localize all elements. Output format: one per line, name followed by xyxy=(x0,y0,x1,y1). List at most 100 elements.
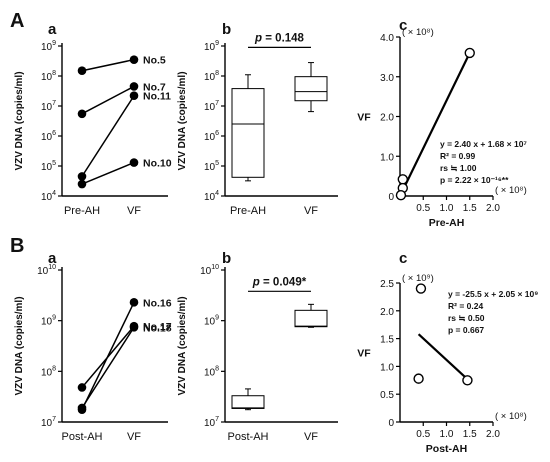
y-tick-label: 108 xyxy=(41,365,56,378)
regression-stat: R² = 0.99 xyxy=(440,151,475,161)
y-tick-label: 105 xyxy=(204,160,219,173)
y-axis-label: VZV DNA (copies/ml) xyxy=(14,71,25,170)
x-tick-label: VF xyxy=(304,205,318,217)
series-label: No.10 xyxy=(143,158,172,170)
y-tick-label: 109 xyxy=(41,315,56,328)
series-line xyxy=(81,325,135,388)
data-point xyxy=(395,190,407,201)
y-tick-label: 108 xyxy=(204,365,219,378)
y-scale-note: ( × 10⁹) xyxy=(402,273,434,284)
y-tick-label: 109 xyxy=(204,315,219,328)
box xyxy=(231,395,265,409)
x-axis-label: Pre-AH xyxy=(429,217,465,229)
y-tick-label: 1.0 xyxy=(380,362,394,373)
x-tick-label: 0.5 xyxy=(416,203,430,214)
regression-stat: rs ≒ 0.50 xyxy=(448,313,485,323)
x-tick-label: 2.0 xyxy=(486,429,500,440)
series-label: No.5 xyxy=(143,55,166,67)
data-point xyxy=(77,66,87,76)
panel-label: a xyxy=(48,21,57,38)
y-tick-label: 0 xyxy=(388,418,394,429)
fit-line xyxy=(417,333,469,380)
p-value-annotation: p = 0.049* xyxy=(252,276,307,288)
regression-stat: p = 2.22 × 10⁻¹⁶** xyxy=(440,175,509,185)
y-tick-label: 107 xyxy=(204,416,219,429)
y-axis-label: VF xyxy=(357,112,371,124)
y-tick-label: 107 xyxy=(204,100,219,113)
x-axis-label: Post-AH xyxy=(426,443,467,455)
data-point xyxy=(129,158,139,167)
x-tick-label: 1.5 xyxy=(463,429,477,440)
series-line xyxy=(81,95,135,177)
x-tick-label: VF xyxy=(304,431,318,443)
y-tick-label: 4.0 xyxy=(380,33,394,44)
y-tick-label: 3.0 xyxy=(380,73,394,84)
panel-label: c xyxy=(399,17,407,34)
regression-stat: p = 0.667 xyxy=(448,325,484,335)
series-line xyxy=(81,85,135,115)
panel-label: b xyxy=(222,21,231,38)
x-tick-label: Pre-AH xyxy=(64,205,100,217)
y-tick-label: 109 xyxy=(41,40,56,53)
y-axis-label: VF xyxy=(357,348,371,360)
y-tick-label: 108 xyxy=(204,70,219,83)
panel-label: c xyxy=(399,250,407,267)
series-label: No.16 xyxy=(143,297,172,309)
y-tick-label: 109 xyxy=(204,40,219,53)
chart-B-c: c 0 0.5 1.0 1.5 2.0 2.5 0.5 1.0 1.5 2.0 VF Post-AH ( … xyxy=(357,250,538,455)
series-line xyxy=(81,58,135,72)
data-point xyxy=(129,322,139,332)
data-point xyxy=(129,55,139,64)
data-point xyxy=(415,283,427,294)
y-axis-label: VZV DNA (copies/ml) xyxy=(177,296,188,395)
data-point xyxy=(77,383,87,392)
y-tick-label: 105 xyxy=(41,160,56,173)
y-tick-label: 2.5 xyxy=(380,279,394,290)
data-point xyxy=(77,109,87,119)
data-point xyxy=(129,91,139,101)
data-point xyxy=(129,298,139,307)
data-point xyxy=(413,373,424,384)
fit-line xyxy=(399,52,471,197)
x-tick-label: 1.0 xyxy=(440,429,454,440)
y-tick-label: 1.5 xyxy=(380,335,394,346)
y-tick-label: 1010 xyxy=(37,264,56,277)
y-scale-note: ( × 10⁸) xyxy=(402,27,434,38)
y-tick-label: 107 xyxy=(41,100,56,113)
regression-stat: y = 2.40 x + 1.68 × 10⁷ xyxy=(440,139,527,149)
box xyxy=(231,88,265,178)
y-tick-label: 1.0 xyxy=(380,152,394,163)
data-point xyxy=(464,47,475,59)
y-tick-label: 1010 xyxy=(200,264,219,277)
y-tick-label: 0 xyxy=(388,192,394,203)
data-point xyxy=(77,403,87,413)
y-tick-label: 107 xyxy=(41,416,56,429)
x-tick-label: VF xyxy=(127,205,141,217)
data-point xyxy=(129,82,139,91)
box xyxy=(294,309,328,328)
x-tick-label: Post-AH xyxy=(62,431,103,443)
y-tick-label: 106 xyxy=(41,130,56,143)
regression-stat: R² = 0.24 xyxy=(448,301,483,311)
series-line xyxy=(81,326,135,409)
box xyxy=(294,76,328,102)
y-tick-label: 0.5 xyxy=(380,390,394,401)
y-tick-label: 104 xyxy=(204,190,219,203)
panel-label: a xyxy=(48,250,57,267)
data-point xyxy=(77,179,87,189)
series-line xyxy=(81,161,135,185)
x-tick-label: 2.0 xyxy=(486,203,500,214)
regression-stat: rs ≒ 1.00 xyxy=(440,163,477,173)
y-tick-label: 2.0 xyxy=(380,307,394,318)
x-tick-label: Post-AH xyxy=(228,431,269,443)
series-label: No.18 xyxy=(143,322,172,334)
series-label: No.17 xyxy=(143,321,172,333)
y-tick-label: 2.0 xyxy=(380,113,394,124)
y-tick-label: 106 xyxy=(204,130,219,143)
p-value-annotation: p = 0.148 xyxy=(254,32,305,44)
series-label: No.7 xyxy=(143,81,166,93)
panel-letter-A: A xyxy=(10,10,24,32)
